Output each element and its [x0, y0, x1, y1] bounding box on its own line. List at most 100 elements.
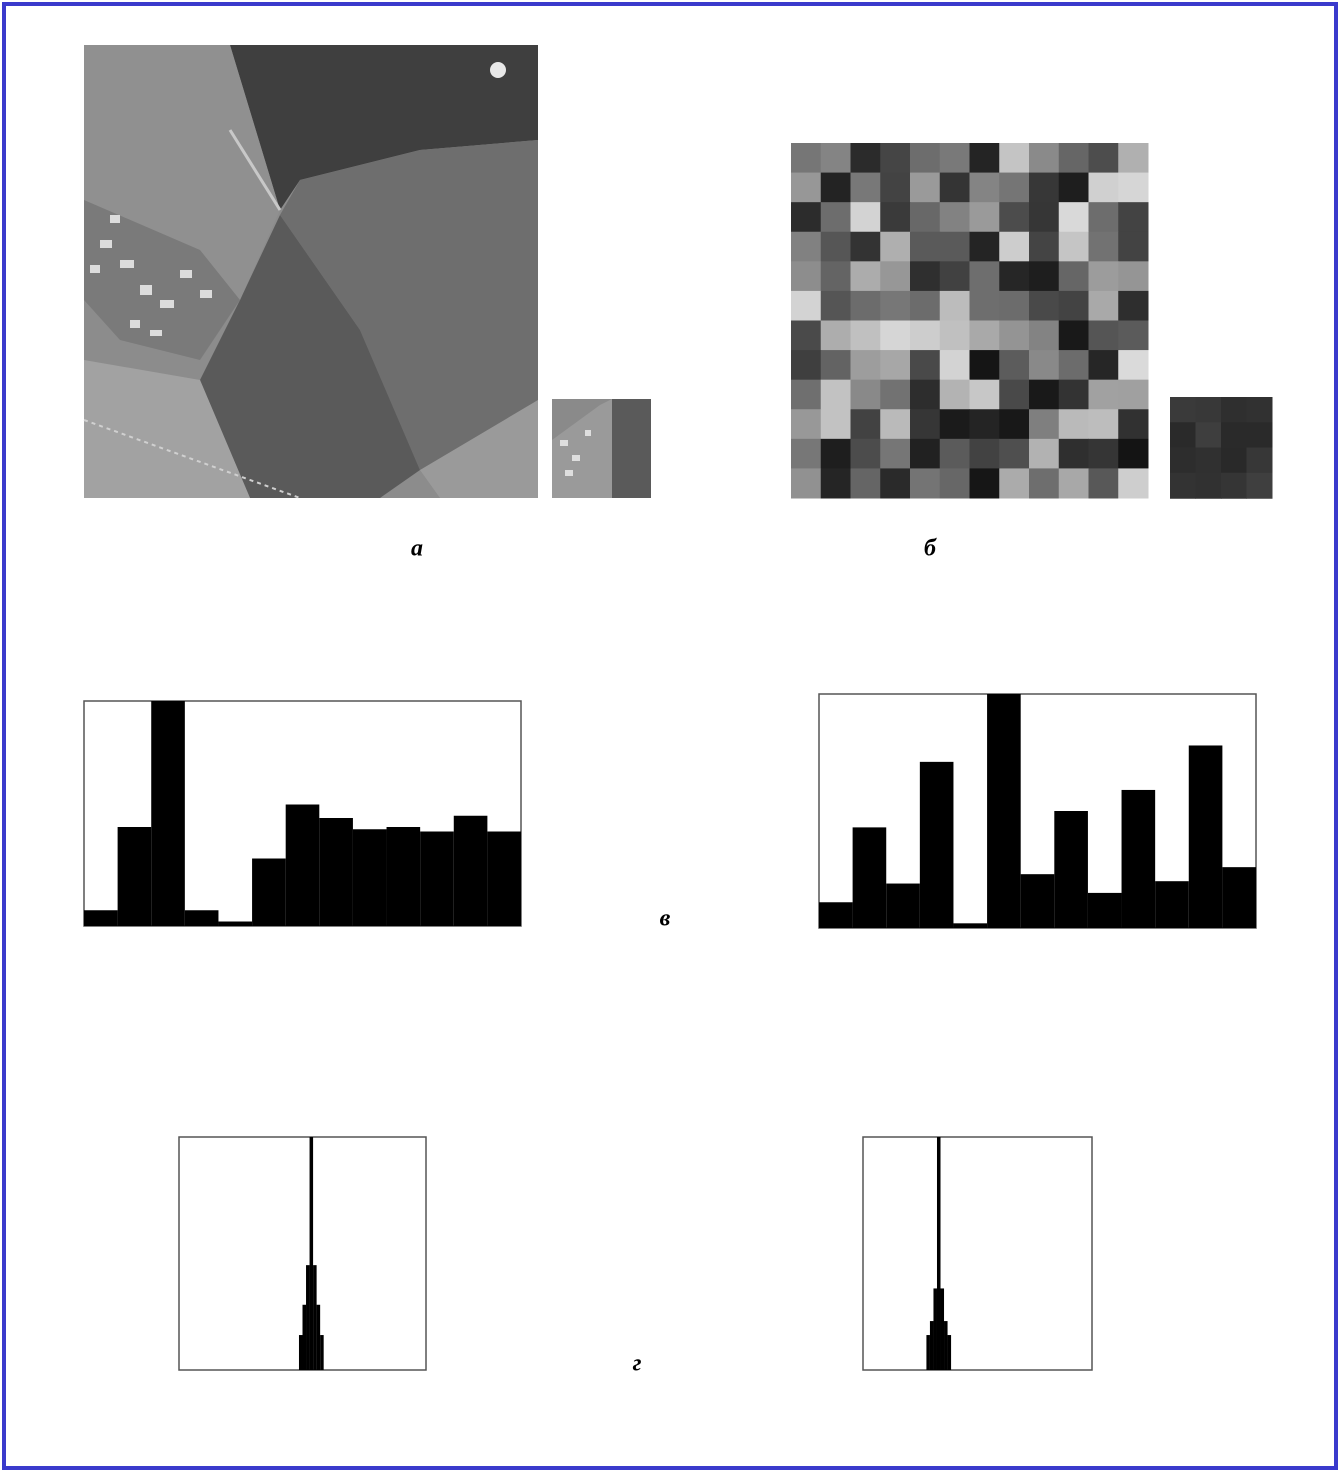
pixel [939, 172, 970, 203]
pixel [820, 379, 851, 410]
pixel [910, 143, 941, 174]
pixel [880, 350, 911, 381]
histogram-bar [1020, 874, 1055, 928]
pixel [910, 290, 941, 321]
pixel [820, 290, 851, 321]
histogram-bar [313, 1265, 317, 1370]
pixel [1246, 422, 1273, 449]
pixel [1058, 468, 1089, 499]
pixel-grid [791, 143, 1149, 499]
pixel [880, 409, 911, 440]
pixel [1029, 379, 1060, 410]
pixel [939, 409, 970, 440]
pixel [939, 379, 970, 410]
pixel [1195, 472, 1222, 499]
pixel [1058, 202, 1089, 233]
pixel [999, 261, 1030, 292]
pixel [999, 202, 1030, 233]
pixel [969, 350, 1000, 381]
histogram-bar [987, 694, 1021, 928]
pixel [1221, 447, 1247, 474]
pixel [1221, 472, 1247, 499]
pixel [910, 320, 941, 351]
plot-frame [862, 1136, 1093, 1371]
histogram-bar [453, 815, 488, 926]
pixel [939, 320, 970, 351]
pixel [1246, 472, 1273, 499]
pixel [791, 438, 822, 469]
pixel [1029, 320, 1060, 351]
pixel [910, 468, 941, 499]
histogram-bar [819, 902, 853, 928]
histogram-bar [302, 1304, 307, 1370]
pixel [910, 231, 941, 262]
pixel [1058, 409, 1089, 440]
pixel [999, 172, 1030, 203]
pixel [939, 143, 970, 174]
pixel [1221, 422, 1247, 449]
pixel [1118, 350, 1149, 381]
pixel [880, 172, 911, 203]
pixel [1246, 447, 1273, 474]
pixel [1088, 202, 1119, 233]
histogram-bar [852, 827, 887, 928]
histogram-bar [919, 761, 954, 928]
pixel [1195, 397, 1222, 423]
pixel [1029, 172, 1060, 203]
histogram-bar [298, 1335, 303, 1370]
pixel [910, 438, 941, 469]
pixel [880, 202, 911, 233]
pixel [1246, 397, 1273, 423]
histogram-bar [944, 1321, 948, 1370]
histogram-bar [886, 883, 920, 928]
pixel [1088, 438, 1119, 469]
histogram-bar [320, 1335, 324, 1370]
pixel [880, 261, 911, 292]
panel-label: в [660, 906, 671, 932]
histogram-bar [252, 858, 286, 926]
histogram-bar [1222, 867, 1256, 928]
pixel [820, 409, 851, 440]
pixel [1029, 143, 1060, 174]
pixel [1029, 202, 1060, 233]
pixel [850, 379, 881, 410]
pixel [1029, 290, 1060, 321]
aerial-image-crop [552, 399, 651, 498]
pixel [850, 143, 881, 174]
pixel [969, 202, 1000, 233]
pixel [1088, 320, 1119, 351]
pixel [910, 261, 941, 292]
pixel [969, 290, 1000, 321]
pixel [1088, 468, 1119, 499]
histogram-bar [184, 910, 219, 926]
pixel [969, 409, 1000, 440]
pixel [1170, 447, 1196, 474]
histogram-bar [285, 804, 320, 926]
pixel [1058, 350, 1089, 381]
pixel [791, 290, 822, 321]
pixel [1118, 290, 1149, 321]
histogram-bar [386, 827, 421, 926]
pixel [1170, 472, 1196, 499]
histogram-bar [926, 1335, 930, 1370]
pixel [999, 320, 1030, 351]
pixel [1058, 290, 1089, 321]
pixel [999, 468, 1030, 499]
pixel [1058, 143, 1089, 174]
pixel [791, 172, 822, 203]
pixel [820, 143, 851, 174]
pixel [969, 379, 1000, 410]
pixel [1118, 172, 1149, 203]
pixel [1118, 468, 1149, 499]
histogram-bar [1054, 811, 1088, 928]
panel-label: б [924, 536, 937, 562]
pixel [1029, 468, 1060, 499]
pixel [939, 261, 970, 292]
histogram-bar [1087, 892, 1122, 928]
pixel [1118, 143, 1149, 174]
pixel [850, 261, 881, 292]
pixel [880, 143, 911, 174]
pixel [999, 290, 1030, 321]
aerial-image [83, 45, 538, 499]
